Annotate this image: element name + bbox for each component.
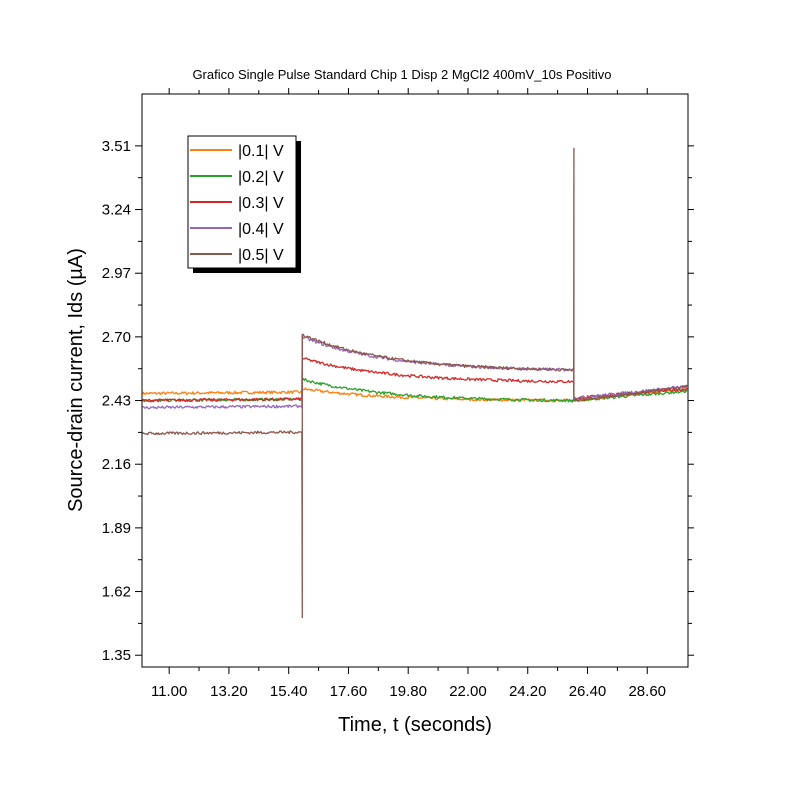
chart-title: Grafico Single Pulse Standard Chip 1 Dis… <box>192 67 611 82</box>
series-line-5 <box>142 147 688 619</box>
x-tick-label: 26.40 <box>569 683 607 700</box>
x-tick-label: 19.80 <box>389 683 427 700</box>
x-tick-label: 17.60 <box>330 683 368 700</box>
legend-label: |0.5| V <box>238 247 284 264</box>
y-tick-label: 2.97 <box>102 265 131 282</box>
y-tick-label: 1.35 <box>102 647 131 664</box>
legend-label: |0.1| V <box>238 143 284 160</box>
x-tick-label: 15.40 <box>270 683 308 700</box>
y-tick-label: 1.62 <box>102 584 131 601</box>
legend-label: |0.2| V <box>238 169 284 186</box>
series-layer <box>141 147 688 619</box>
y-tick-label: 2.43 <box>102 393 131 410</box>
x-tick-label: 11.00 <box>151 683 187 700</box>
y-tick-label: 3.51 <box>102 138 131 155</box>
legend-label: |0.4| V <box>238 221 284 238</box>
axis-ticks: 11.00 13.20 15.40 17.60 19.80 22.00 24.20 26.40… <box>102 88 694 700</box>
x-tick-label: 22.00 <box>449 683 487 700</box>
legend-label: |0.3| V <box>238 195 284 212</box>
x-axis-title: Time, t (seconds) <box>338 714 492 736</box>
legend: |0.1| V |0.2| V |0.3| V |0.4| V |0.5| V <box>187 135 301 273</box>
plot-area-frame <box>141 93 689 668</box>
y-tick-label: 2.16 <box>102 456 131 473</box>
y-tick-label: 1.89 <box>102 520 131 537</box>
x-tick-label: 13.20 <box>210 683 248 700</box>
x-tick-label: 28.60 <box>628 683 666 700</box>
series-line-3 <box>142 357 688 403</box>
y-tick-label: 3.24 <box>102 202 131 219</box>
y-tick-label: 2.70 <box>102 329 131 346</box>
series-line-4 <box>142 335 688 410</box>
x-tick-label: 24.20 <box>509 683 547 700</box>
y-axis-title: Source-drain current, Ids (µA) <box>65 248 87 512</box>
